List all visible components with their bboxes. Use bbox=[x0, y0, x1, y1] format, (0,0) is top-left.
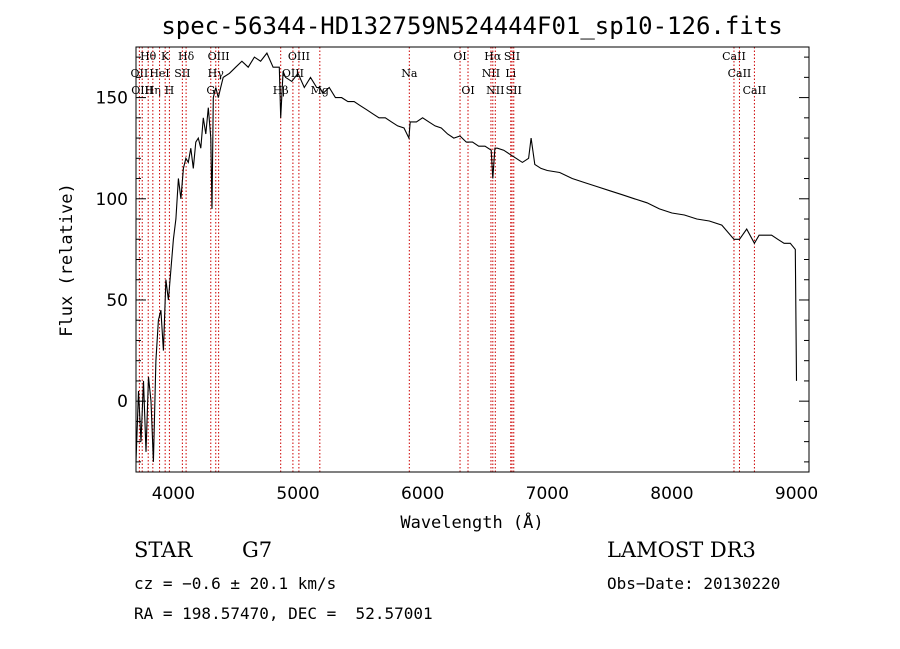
y-tick-label: 150 bbox=[96, 89, 128, 109]
line-marker-label: Hδ bbox=[178, 50, 195, 63]
survey-name: LAMOST DR3 bbox=[607, 538, 756, 562]
line-marker-label: Hβ bbox=[273, 84, 289, 97]
line-marker-label: CaII bbox=[722, 50, 746, 63]
line-marker-label: Hγ bbox=[208, 67, 225, 80]
axis-ticks: 4000 5000 6000 7000 8000 9000 0 50 100 150 bbox=[96, 56, 818, 504]
x-tick-label: 9000 bbox=[775, 484, 818, 504]
x-tick-label: 7000 bbox=[526, 484, 569, 504]
x-tick-label: 4000 bbox=[152, 484, 195, 504]
line-marker-label: Hα bbox=[484, 50, 502, 63]
x-axis-label: Wavelength (Å) bbox=[400, 511, 543, 533]
x-tick-label: 6000 bbox=[401, 484, 444, 504]
spectrum-line bbox=[135, 52, 798, 462]
y-axis-label: Flux (relative) bbox=[57, 183, 77, 337]
y-tick-label: 0 bbox=[117, 392, 128, 412]
chart-title: spec-56344-HD132759N524444F01_sp10-126.f… bbox=[161, 12, 782, 40]
line-marker-label: Mg bbox=[311, 84, 329, 97]
line-marker-label: G bbox=[206, 84, 215, 97]
line-marker-label: Li bbox=[505, 67, 516, 80]
line-marker-label: Hθ bbox=[140, 50, 157, 63]
coordinates: RA = 198.57470, DEC = 52.57001 bbox=[134, 604, 433, 623]
object-subclass: G7 bbox=[242, 538, 273, 562]
line-marker-label: OIII bbox=[208, 50, 230, 63]
x-tick-label: 8000 bbox=[650, 484, 693, 504]
line-marker-label: NII bbox=[486, 84, 504, 97]
line-marker-label: SII bbox=[506, 84, 522, 97]
observation-date: Obs−Date: 20130220 bbox=[607, 574, 781, 593]
line-marker-label: SII bbox=[504, 50, 520, 63]
line-marker-label: OIII bbox=[282, 67, 304, 80]
line-marker-label: OI bbox=[461, 84, 474, 97]
line-marker-label: OI bbox=[453, 50, 466, 63]
emission-line-markers: OIIOIIIHθHηHeIKHSIIHδGHγOIIIHβOIIIOIIIMg… bbox=[131, 47, 767, 472]
y-tick-label: 50 bbox=[106, 291, 128, 311]
x-tick-label: 5000 bbox=[276, 484, 319, 504]
line-marker-label: HeI bbox=[149, 67, 169, 80]
plot-frame bbox=[135, 46, 810, 473]
line-marker-label: NII bbox=[482, 67, 500, 80]
line-marker-label: K bbox=[161, 50, 170, 63]
object-class: STAR bbox=[134, 538, 193, 562]
line-marker-label: Hη bbox=[145, 84, 161, 97]
line-marker-label: OIII bbox=[288, 50, 310, 63]
line-marker-label: CaII bbox=[743, 84, 767, 97]
line-marker-label: OII bbox=[131, 67, 149, 80]
redshift-velocity: cz = −0.6 ± 20.1 km/s bbox=[134, 574, 337, 593]
spectrum-series bbox=[135, 52, 798, 462]
y-tick-label: 100 bbox=[96, 190, 128, 210]
line-marker-label: CaII bbox=[728, 67, 752, 80]
line-marker-label: H bbox=[165, 84, 175, 97]
line-marker-label: Na bbox=[401, 67, 418, 80]
line-marker-label: SII bbox=[174, 67, 190, 80]
